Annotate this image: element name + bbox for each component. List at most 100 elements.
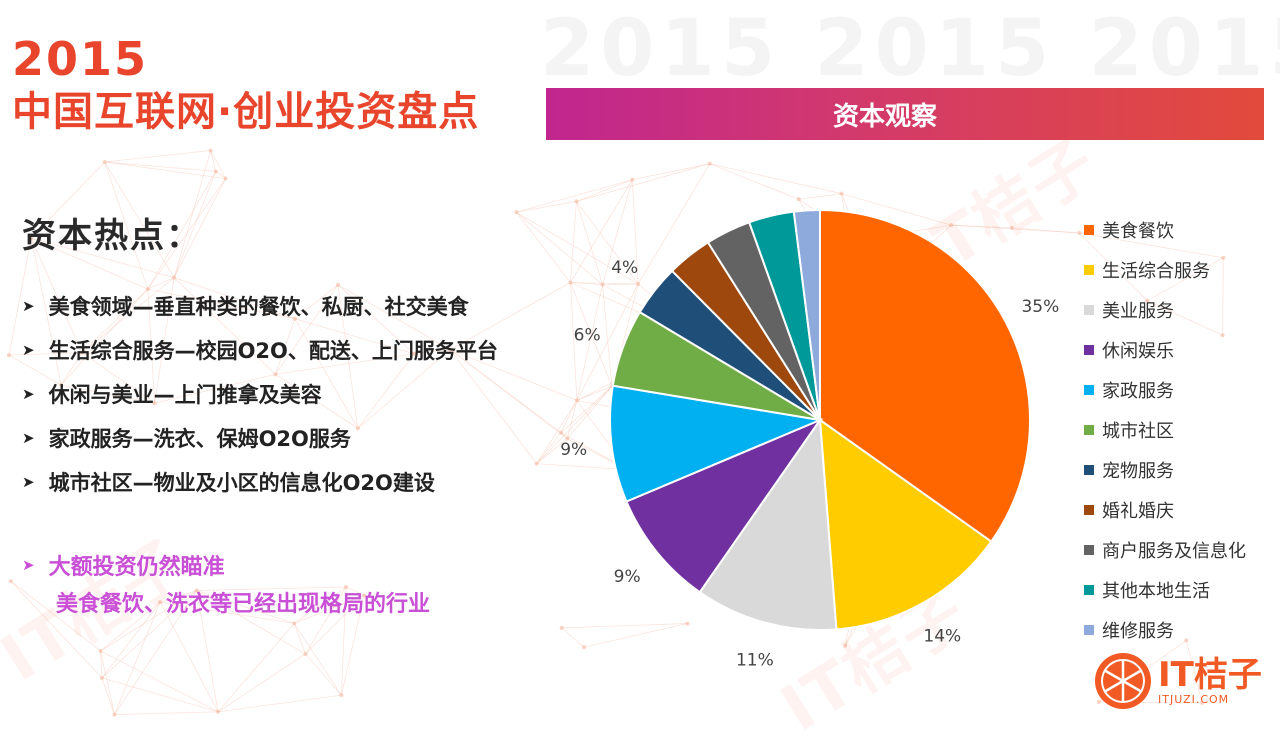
legend-swatch bbox=[1084, 225, 1094, 235]
legend-label: 生活综合服务 bbox=[1102, 257, 1210, 283]
legend-label: 休闲娱乐 bbox=[1102, 337, 1174, 363]
legend-swatch bbox=[1084, 505, 1094, 515]
legend-label: 美业服务 bbox=[1102, 297, 1174, 323]
network-node bbox=[103, 160, 107, 164]
network-line bbox=[305, 654, 341, 695]
network-node bbox=[112, 713, 116, 717]
network-line bbox=[211, 151, 216, 172]
network-node bbox=[630, 178, 634, 182]
network-line bbox=[294, 623, 305, 654]
network-line bbox=[576, 180, 632, 202]
data-label: 35% bbox=[1021, 297, 1059, 317]
list-item: ➤ 生活综合服务—校园O2O、配送、上门服务平台 bbox=[22, 328, 498, 372]
network-node bbox=[303, 652, 307, 656]
network-node bbox=[9, 579, 13, 583]
legend-swatch bbox=[1084, 465, 1094, 475]
network-line bbox=[102, 678, 115, 715]
legend-entry: 维修服务 bbox=[1084, 610, 1246, 650]
list-item-text: 美食领域—垂直种类的餐饮、私厨、社交美食 bbox=[49, 291, 469, 321]
network-line bbox=[537, 433, 561, 464]
network-line bbox=[218, 695, 341, 712]
legend-swatch bbox=[1084, 585, 1094, 595]
legend-entry: 商户服务及信息化 bbox=[1084, 530, 1246, 570]
pie-chart: 35% 14% 11% 9% 9% 6% 4% bbox=[560, 200, 1080, 670]
brand-logo: IT桔子 ITJUZI.COM bbox=[1094, 652, 1262, 710]
list-item: ➤城市社区—物业及小区的信息化O2O建设 bbox=[22, 460, 498, 504]
network-node bbox=[214, 169, 218, 173]
network-node bbox=[224, 177, 228, 181]
network-node bbox=[216, 710, 220, 714]
network-line bbox=[632, 164, 709, 180]
legend-swatch bbox=[1084, 345, 1094, 355]
arrow-icon: ➤ bbox=[22, 297, 35, 315]
list-item-text: 家政服务—洗衣、保姆O2O服务 bbox=[49, 423, 351, 453]
network-line bbox=[101, 651, 219, 712]
legend-swatch bbox=[1084, 385, 1094, 395]
network-node bbox=[172, 276, 176, 280]
legend-label: 商户服务及信息化 bbox=[1102, 537, 1246, 563]
data-label: 9% bbox=[614, 567, 641, 587]
network-line bbox=[710, 164, 799, 199]
legend-label: 宠物服务 bbox=[1102, 457, 1174, 483]
legend-swatch bbox=[1084, 625, 1094, 635]
watermark-year: 2015 2015 2015 bbox=[540, 4, 1280, 94]
legend-label: 婚礼婚庆 bbox=[1102, 497, 1174, 523]
legend-swatch bbox=[1084, 265, 1094, 275]
investment-line1: 大额投资仍然瞄准 bbox=[49, 549, 225, 581]
network-node bbox=[209, 149, 213, 153]
title-year: 2015 bbox=[12, 36, 148, 82]
legend-label: 美食餐饮 bbox=[1102, 217, 1174, 243]
list-item-text: 城市社区—物业及小区的信息化O2O建设 bbox=[49, 467, 435, 497]
investment-note: ➤ 大额投资仍然瞄准 美食餐饮、洗衣等已经出现格局的行业 bbox=[22, 545, 430, 625]
data-label: 11% bbox=[736, 650, 774, 670]
legend-entry: 家政服务 bbox=[1084, 370, 1246, 410]
hotspots-list: ➤ 美食领域—垂直种类的餐饮、私厨、社交美食 ➤ 生活综合服务—校园O2O、配送、上… bbox=[22, 284, 498, 504]
network-line bbox=[799, 194, 842, 200]
legend-swatch bbox=[1084, 545, 1094, 555]
logo-url: ITJUZI.COM bbox=[1158, 694, 1262, 705]
legend-label: 其他本地生活 bbox=[1102, 577, 1210, 603]
list-item-text: 休闲与美业—上门推拿及美容 bbox=[49, 379, 322, 409]
data-label: 9% bbox=[560, 440, 587, 460]
legend-entry: 宠物服务 bbox=[1084, 450, 1246, 490]
list-item: ➤ 家政服务—洗衣、保姆O2O服务 bbox=[22, 416, 498, 460]
legend-label: 维修服务 bbox=[1102, 617, 1174, 643]
banner-label: 资本观察 bbox=[833, 96, 937, 133]
legend-entry: 休闲娱乐 bbox=[1084, 330, 1246, 370]
network-node bbox=[535, 462, 539, 466]
legend-entry: 其他本地生活 bbox=[1084, 570, 1246, 610]
list-item-text: 生活综合服务—校园O2O、配送、上门服务平台 bbox=[49, 335, 498, 365]
network-node bbox=[514, 210, 518, 214]
arrow-icon: ➤ bbox=[22, 556, 35, 574]
page-title: 中国互联网·创业投资盘点 bbox=[12, 92, 479, 132]
data-label: 6% bbox=[574, 326, 601, 346]
network-node bbox=[840, 192, 844, 196]
legend-entry: 城市社区 bbox=[1084, 410, 1246, 450]
arrow-icon: ➤ bbox=[22, 429, 35, 447]
network-node bbox=[100, 676, 104, 680]
network-node bbox=[708, 162, 712, 166]
chart-legend: 美食餐饮生活综合服务美业服务休闲娱乐家政服务城市社区宠物服务婚礼婚庆商户服务及信… bbox=[1084, 210, 1246, 650]
logo-name: IT桔子 bbox=[1158, 658, 1262, 692]
list-item: ➤ 美食领域—垂直种类的餐饮、私厨、社交美食 bbox=[22, 284, 498, 328]
legend-swatch bbox=[1084, 425, 1094, 435]
list-item: ➤休闲与美业—上门推拿及美容 bbox=[22, 372, 498, 416]
legend-entry: 生活综合服务 bbox=[1084, 250, 1246, 290]
legend-entry: 美食餐饮 bbox=[1084, 210, 1246, 250]
arrow-icon: ➤ bbox=[22, 341, 35, 359]
legend-label: 家政服务 bbox=[1102, 377, 1174, 403]
network-line bbox=[105, 151, 211, 162]
investment-line2: 美食餐饮、洗衣等已经出现格局的行业 bbox=[22, 585, 430, 625]
legend-swatch bbox=[1084, 305, 1094, 315]
data-label: 14% bbox=[923, 627, 961, 647]
hotspots-title: 资本热点： bbox=[22, 208, 202, 257]
data-label: 4% bbox=[611, 258, 638, 278]
network-line bbox=[101, 651, 115, 715]
network-node bbox=[7, 353, 11, 357]
section-banner: 资本观察 bbox=[546, 88, 1264, 140]
network-node bbox=[339, 693, 343, 697]
network-line bbox=[218, 623, 294, 711]
network-line bbox=[211, 151, 226, 179]
network-line bbox=[710, 164, 842, 194]
orange-slice-icon bbox=[1094, 652, 1152, 710]
